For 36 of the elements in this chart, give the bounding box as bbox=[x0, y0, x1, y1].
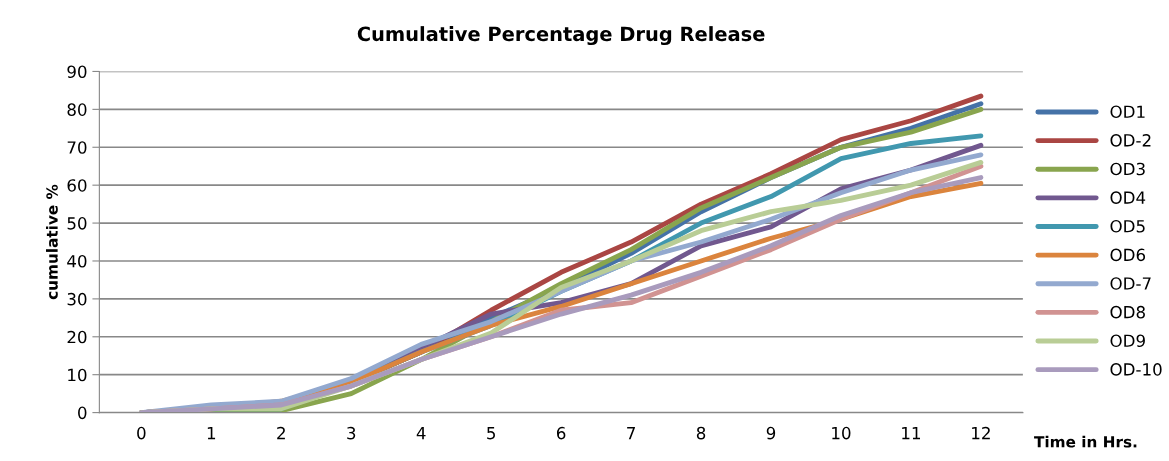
y-tick-label: 90 bbox=[67, 65, 87, 79]
x-tick-label: 7 bbox=[627, 427, 635, 440]
y-tick-label: 10 bbox=[68, 368, 87, 382]
legend-label: OD-7 bbox=[1110, 277, 1151, 290]
chart-title: Cumulative Percentage Drug Release bbox=[357, 26, 765, 46]
y-axis-title: cumulative % bbox=[46, 184, 58, 300]
legend-label: OD6 bbox=[1110, 248, 1146, 262]
legend-label: OD-2 bbox=[1110, 134, 1151, 147]
x-tick-label: 2 bbox=[277, 426, 285, 440]
legend-label: OD5 bbox=[1110, 219, 1145, 233]
x-tick-label: 6 bbox=[556, 426, 566, 440]
y-tick-label: 40 bbox=[67, 254, 87, 268]
y-tick-label: 50 bbox=[67, 217, 87, 230]
x-tick-label: 9 bbox=[766, 426, 776, 440]
legend-label: OD1 bbox=[1110, 105, 1145, 119]
x-axis-title: Time in Hrs. bbox=[1034, 435, 1137, 448]
legend-label: OD9 bbox=[1110, 334, 1145, 348]
x-tick-label: 4 bbox=[416, 427, 426, 440]
x-tick-label: 12 bbox=[972, 426, 990, 440]
legend-label: OD-10 bbox=[1110, 363, 1162, 376]
y-tick-label: 80 bbox=[67, 103, 87, 116]
x-tick-label: 5 bbox=[487, 427, 495, 440]
legend-label: OD3 bbox=[1110, 162, 1145, 176]
x-tick-label: 1 bbox=[207, 427, 216, 440]
legend-label: OD8 bbox=[1110, 305, 1145, 319]
y-tick-label: 70 bbox=[67, 141, 87, 154]
x-tick-label: 11 bbox=[902, 427, 920, 440]
y-tick-label: 30 bbox=[67, 292, 87, 306]
y-tick-label: 20 bbox=[67, 330, 87, 344]
y-tick-label: 60 bbox=[67, 179, 87, 192]
x-tick-label: 0 bbox=[137, 426, 146, 440]
y-tick-label: 0 bbox=[78, 406, 87, 420]
x-tick-label: 10 bbox=[832, 426, 851, 440]
x-tick-label: 3 bbox=[347, 426, 356, 440]
legend-label: OD4 bbox=[1110, 191, 1146, 204]
x-tick-label: 8 bbox=[696, 426, 706, 440]
